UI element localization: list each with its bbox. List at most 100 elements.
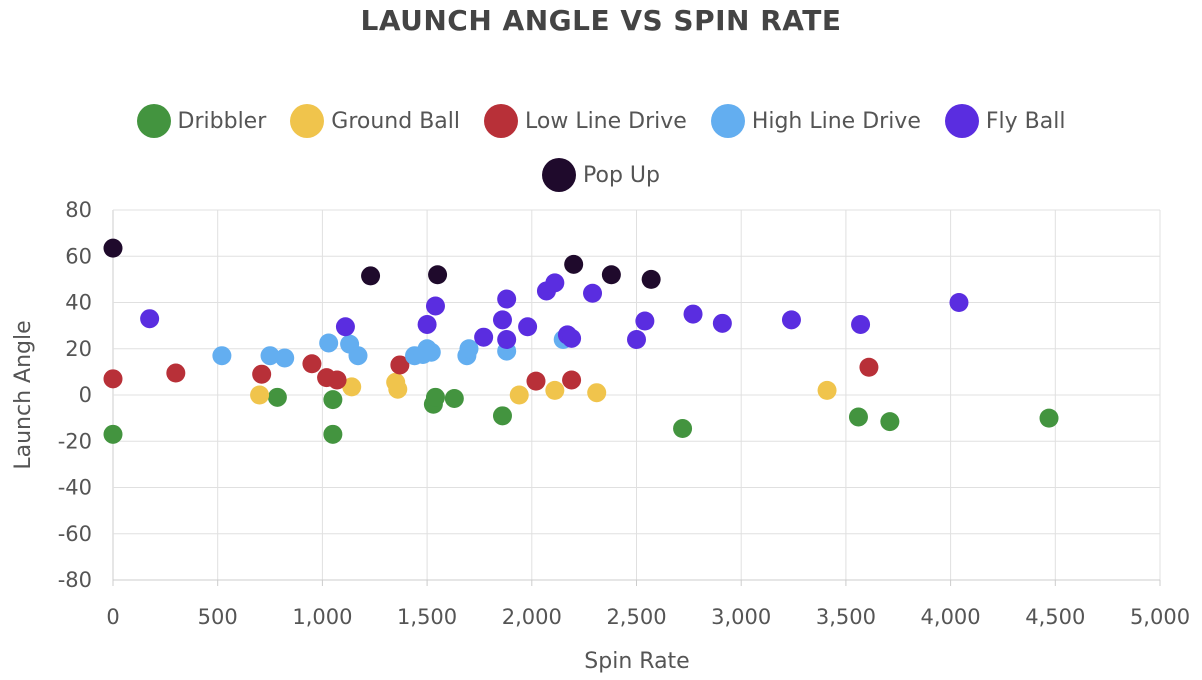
data-points — [103, 238, 1059, 444]
point-dribbler[interactable] — [267, 387, 287, 407]
point-fly-ball[interactable] — [417, 314, 437, 334]
point-fly-ball[interactable] — [635, 311, 655, 331]
point-fly-ball[interactable] — [497, 289, 517, 309]
point-high-line-drive[interactable] — [421, 342, 441, 362]
point-fly-ball[interactable] — [545, 273, 565, 293]
y-tick-label: 40 — [65, 291, 92, 315]
x-tick-label: 4,000 — [921, 605, 981, 629]
y-tick-label: -80 — [58, 568, 92, 592]
point-ground-ball[interactable] — [250, 385, 270, 405]
y-tick-label: -40 — [58, 476, 92, 500]
point-low-line-drive[interactable] — [526, 371, 546, 391]
axes: 0 500 1,000 1,500 2,000 2,500 3,000 3,500 4,000 4… — [58, 198, 1190, 629]
point-pop-up[interactable] — [564, 254, 584, 274]
x-tick-label: 2,000 — [502, 605, 562, 629]
chart-title: LAUNCH ANGLE VS SPIN RATE — [360, 4, 842, 37]
point-ground-ball[interactable] — [342, 377, 362, 397]
y-axis-label: Launch Angle — [11, 320, 36, 469]
point-dribbler[interactable] — [673, 419, 693, 439]
point-ground-ball[interactable] — [545, 380, 565, 400]
legend-label: High Line Drive — [751, 108, 921, 134]
legend-label: Dribbler — [177, 108, 267, 134]
point-fly-ball[interactable] — [712, 313, 732, 333]
point-pop-up[interactable] — [428, 265, 448, 285]
point-fly-ball[interactable] — [492, 310, 512, 330]
point-fly-ball[interactable] — [562, 328, 582, 348]
point-fly-ball[interactable] — [497, 330, 517, 349]
x-tick-label: 3,000 — [711, 605, 771, 629]
point-fly-ball[interactable] — [949, 293, 969, 312]
point-dribbler[interactable] — [103, 424, 123, 444]
point-fly-ball[interactable] — [335, 317, 355, 337]
point-low-line-drive[interactable] — [562, 370, 582, 390]
legend-label: Low Line Drive — [525, 108, 687, 134]
point-pop-up[interactable] — [361, 266, 381, 286]
y-tick-label: 60 — [65, 244, 92, 268]
point-ground-ball[interactable] — [509, 385, 529, 405]
point-fly-ball[interactable] — [140, 309, 160, 329]
point-fly-ball[interactable] — [474, 327, 494, 347]
x-tick-label: 0 — [106, 605, 119, 629]
legend-row-2: Pop Up — [0, 158, 1202, 192]
point-pop-up[interactable] — [601, 265, 621, 285]
legend-swatch — [944, 104, 979, 138]
point-ground-ball[interactable] — [388, 379, 408, 399]
x-tick-label: 5,000 — [1130, 605, 1190, 629]
point-fly-ball[interactable] — [683, 304, 703, 324]
legend-item-ground-ball[interactable]: Ground Ball — [290, 104, 460, 138]
legend-swatch — [484, 104, 518, 138]
legend-swatch — [710, 104, 745, 138]
legend-item-pop-up[interactable]: Pop Up — [542, 158, 660, 192]
point-low-line-drive[interactable] — [327, 370, 347, 390]
point-dribbler[interactable] — [1039, 408, 1059, 428]
legend-row-1: Dribbler Ground Ball Low Line Drive High Li… — [0, 104, 1202, 138]
legend-item-high-line-drive[interactable]: High Line Drive — [710, 104, 921, 138]
x-tick-label: 500 — [198, 605, 238, 629]
legend-item-fly-ball[interactable]: Fly Ball — [944, 104, 1066, 138]
y-tick-label: -20 — [58, 429, 92, 453]
point-dribbler[interactable] — [323, 424, 343, 444]
point-pop-up[interactable] — [103, 238, 123, 258]
x-axis-label: Spin Rate — [584, 649, 689, 674]
y-tick-label: -60 — [58, 522, 92, 546]
point-fly-ball[interactable] — [518, 317, 538, 337]
legend-item-dribbler[interactable]: Dribbler — [136, 104, 267, 138]
point-low-line-drive[interactable] — [252, 364, 272, 384]
point-low-line-drive[interactable] — [859, 357, 879, 377]
point-fly-ball[interactable] — [851, 314, 871, 334]
legend-label: Pop Up — [583, 162, 660, 188]
legend-label: Fly Ball — [985, 108, 1066, 134]
point-low-line-drive[interactable] — [390, 355, 410, 375]
point-dribbler[interactable] — [323, 390, 343, 410]
point-fly-ball[interactable] — [781, 310, 801, 330]
point-high-line-drive[interactable] — [260, 346, 280, 366]
y-tick-label: 20 — [65, 337, 92, 361]
point-dribbler[interactable] — [848, 407, 868, 427]
point-high-line-drive[interactable] — [459, 339, 479, 359]
legend-item-low-line-drive[interactable]: Low Line Drive — [484, 104, 687, 138]
point-low-line-drive[interactable] — [166, 363, 186, 383]
x-tick-label: 1,000 — [292, 605, 352, 629]
point-dribbler[interactable] — [444, 388, 464, 408]
point-dribbler[interactable] — [880, 412, 900, 432]
point-low-line-drive[interactable] — [103, 369, 123, 389]
point-high-line-drive[interactable] — [212, 346, 232, 366]
point-dribbler[interactable] — [425, 387, 445, 407]
point-ground-ball[interactable] — [587, 383, 607, 403]
x-tick-label: 1,500 — [397, 605, 457, 629]
legend-label: Ground Ball — [331, 108, 460, 134]
legend-swatch — [136, 104, 171, 138]
point-fly-ball[interactable] — [627, 330, 646, 349]
point-fly-ball[interactable] — [425, 296, 445, 316]
point-low-line-drive[interactable] — [302, 354, 322, 374]
point-ground-ball[interactable] — [817, 380, 837, 400]
point-high-line-drive[interactable] — [275, 348, 295, 368]
y-tick-label: 0 — [79, 383, 92, 407]
point-high-line-drive[interactable] — [319, 333, 339, 353]
legend-swatch — [290, 104, 325, 138]
point-fly-ball[interactable] — [583, 283, 603, 303]
point-dribbler[interactable] — [492, 406, 512, 426]
point-pop-up[interactable] — [641, 269, 661, 289]
point-high-line-drive[interactable] — [348, 346, 368, 366]
